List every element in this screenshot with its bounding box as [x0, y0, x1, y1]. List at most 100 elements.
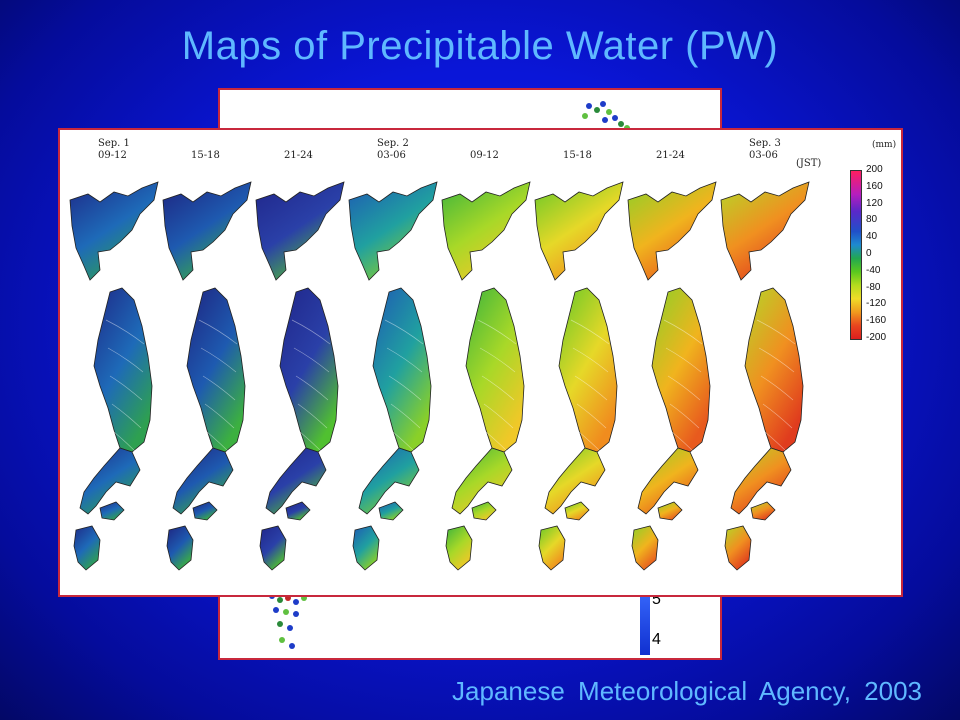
map-island — [79, 447, 141, 515]
contour-line — [665, 347, 702, 373]
contour-line — [295, 375, 329, 401]
map-island — [166, 525, 194, 571]
contour-line — [386, 347, 423, 373]
map-island — [192, 501, 218, 521]
map-island — [378, 501, 404, 521]
contour-line — [206, 431, 234, 457]
contour-line — [570, 319, 610, 345]
colorbar-tick: 200 — [866, 164, 883, 175]
contour-line — [663, 319, 703, 345]
slide-title: Maps of Precipitable Water (PW) — [181, 24, 779, 68]
map-island — [627, 181, 717, 281]
map-island — [651, 287, 711, 453]
map-island — [73, 525, 101, 571]
pw-maps-svg — [69, 181, 810, 571]
map-time: 15-18 — [563, 150, 592, 161]
map-time: 09-12 — [98, 150, 127, 161]
map-time: 21-24 — [284, 150, 313, 161]
map-time-label: 21-24 — [284, 138, 313, 162]
pw-map-4 — [348, 181, 438, 571]
map-time: 15-18 — [191, 150, 220, 161]
contour-line — [297, 403, 328, 429]
map-island — [99, 501, 125, 521]
map-island — [724, 525, 752, 571]
contour-line — [574, 375, 608, 401]
contour-line — [105, 319, 145, 345]
pw-map-6 — [534, 181, 624, 571]
map-time: 09-12 — [470, 150, 499, 161]
colorbar-tick: -200 — [866, 332, 887, 343]
contour-line — [756, 319, 796, 345]
credit-text: Japanese Meteorological Agency, 2003 — [452, 676, 922, 706]
contour-line — [483, 403, 514, 429]
contour-line — [299, 431, 327, 457]
pw-map-5 — [441, 181, 531, 571]
colorbar-tick: -40 — [866, 264, 881, 276]
map-island — [358, 447, 420, 515]
contour-line — [762, 403, 793, 429]
map-island — [538, 525, 566, 571]
contour-line — [576, 403, 607, 429]
contour-line — [479, 347, 516, 373]
map-time-label: Sep. 3 03-06 — [749, 138, 781, 162]
contour-line — [113, 431, 141, 457]
contour-line — [669, 403, 700, 429]
map-island — [544, 447, 606, 515]
map-island — [657, 501, 683, 521]
map-date — [191, 138, 220, 150]
map-island — [730, 447, 792, 515]
map-island — [471, 501, 497, 521]
contour-line — [204, 403, 235, 429]
map-island — [69, 181, 159, 281]
map-island — [372, 287, 432, 453]
back-scale-tick: 5 — [652, 591, 661, 608]
map-island — [451, 447, 513, 515]
map-island — [441, 181, 531, 281]
colorbar-tick: -80 — [866, 281, 881, 293]
back-scale-bar — [640, 585, 650, 655]
map-island — [534, 181, 624, 281]
map-time-label: 21-24 — [656, 138, 685, 162]
contour-line — [202, 375, 236, 401]
map-date — [563, 138, 592, 150]
map-island — [744, 287, 804, 453]
colorbar-tick: 80 — [866, 214, 878, 226]
contour-line — [200, 347, 237, 373]
contour-line — [107, 347, 144, 373]
map-island — [445, 525, 473, 571]
map-island — [352, 525, 380, 571]
map-island — [255, 181, 345, 281]
colorbar — [850, 170, 862, 340]
map-island — [285, 501, 311, 521]
contour-line — [481, 375, 515, 401]
pw-map-2 — [162, 181, 252, 571]
map-island — [720, 181, 810, 281]
map-date — [470, 138, 499, 150]
map-island — [750, 501, 776, 521]
map-island — [265, 447, 327, 515]
contour-line — [291, 319, 331, 345]
map-island — [172, 447, 234, 515]
map-island — [637, 447, 699, 515]
map-time-label: 15-18 — [563, 138, 592, 162]
map-date: Sep. 2 — [377, 138, 409, 149]
contour-line — [758, 347, 795, 373]
map-island — [186, 287, 246, 453]
map-time-label: Sep. 1 09-12 — [98, 138, 130, 162]
contour-line — [109, 375, 143, 401]
contour-line — [293, 347, 330, 373]
map-date — [284, 138, 313, 150]
map-island — [564, 501, 590, 521]
map-time-label: 15-18 — [191, 138, 220, 162]
station-dots-bottom — [269, 593, 307, 649]
map-island — [465, 287, 525, 453]
map-time-label: Sep. 2 03-06 — [377, 138, 409, 162]
jst-label: (JST) — [796, 158, 822, 169]
contour-line — [198, 319, 238, 345]
map-island — [259, 525, 287, 571]
pw-map-1 — [69, 181, 159, 571]
pw-map-8 — [720, 181, 810, 571]
back-scale-tick: 4 — [652, 631, 661, 648]
contour-line — [764, 431, 792, 457]
contour-line — [667, 375, 701, 401]
